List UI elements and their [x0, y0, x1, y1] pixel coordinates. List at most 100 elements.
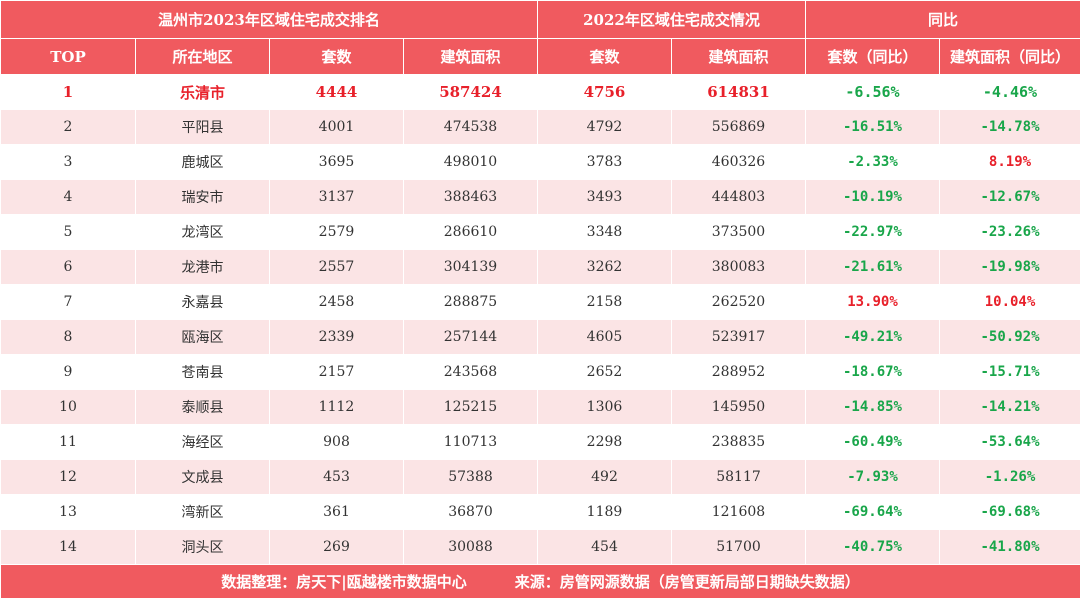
area-yoy-cell: -15.71%: [938, 354, 1080, 390]
units-2022-cell: 492: [537, 459, 672, 495]
area-2022-cell: 460326: [671, 144, 806, 180]
units-yoy-cell: -69.64%: [805, 494, 940, 530]
area-2022-cell: 238835: [671, 424, 806, 460]
units-2022-cell: 3783: [537, 144, 672, 180]
area-2022-cell: 262520: [671, 284, 806, 320]
table-row: 8 瓯海区 2339 257144 4605 523917 -49.21% -50.92%: [0, 319, 1080, 355]
units-2023-cell: 2339: [269, 319, 404, 355]
region-cell: 鹿城区: [135, 144, 270, 180]
area-2022-cell: 51700: [671, 529, 806, 565]
area-yoy-cell: -4.46%: [938, 74, 1080, 110]
region-cell: 湾新区: [135, 494, 270, 530]
units-2023-cell: 453: [269, 459, 404, 495]
units-2022-cell: 4605: [537, 319, 672, 355]
area-yoy-cell: -14.78%: [938, 109, 1080, 145]
area-2023-cell: 30088: [403, 529, 538, 565]
rank-cell: 7: [0, 284, 136, 320]
col-header-units-2022: 套数: [537, 38, 672, 75]
rank-cell: 6: [0, 249, 136, 285]
rank-cell: 11: [0, 424, 136, 460]
group-header-row: 温州市2023年区域住宅成交排名 2022年区域住宅成交情况 同比: [0, 0, 1080, 39]
units-yoy-cell: -7.93%: [805, 459, 940, 495]
area-yoy-cell: -12.67%: [938, 179, 1080, 215]
table-title: 温州市2023年区域住宅成交排名: [0, 0, 538, 39]
table-row: 12 文成县 453 57388 492 58117 -7.93% -1.26%: [0, 459, 1080, 495]
area-2023-cell: 257144: [403, 319, 538, 355]
table-row: 14 洞头区 269 30088 454 51700 -40.75% -41.80%: [0, 529, 1080, 565]
units-2023-cell: 269: [269, 529, 404, 565]
rank-cell: 3: [0, 144, 136, 180]
region-cell: 瓯海区: [135, 319, 270, 355]
units-2022-cell: 1189: [537, 494, 672, 530]
area-2022-cell: 121608: [671, 494, 806, 530]
units-2023-cell: 1112: [269, 389, 404, 425]
units-2023-cell: 2458: [269, 284, 404, 320]
rank-cell: 2: [0, 109, 136, 145]
col-header-rank: TOP: [0, 38, 136, 75]
group-header-2022: 2022年区域住宅成交情况: [537, 0, 806, 39]
units-2023-cell: 908: [269, 424, 404, 460]
region-cell: 瑞安市: [135, 179, 270, 215]
units-2023-cell: 2157: [269, 354, 404, 390]
units-2022-cell: 3493: [537, 179, 672, 215]
area-yoy-cell: -69.68%: [938, 494, 1080, 530]
area-yoy-cell: 8.19%: [938, 144, 1080, 180]
table-row: 4 瑞安市 3137 388463 3493 444803 -10.19% -12.67%: [0, 179, 1080, 215]
footer-cell: 数据整理：房天下|瓯越楼市数据中心 来源：房管网源数据（房管更新局部日期缺失数据）: [0, 564, 1080, 599]
table-row: 11 海经区 908 110713 2298 238835 -60.49% -53.64%: [0, 424, 1080, 460]
footer-row: 数据整理：房天下|瓯越楼市数据中心 来源：房管网源数据（房管更新局部日期缺失数据）: [0, 564, 1080, 599]
rank-cell: 8: [0, 319, 136, 355]
rank-cell: 10: [0, 389, 136, 425]
group-header-yoy: 同比: [804, 0, 1080, 39]
area-yoy-cell: -19.98%: [938, 249, 1080, 285]
units-yoy-cell: -49.21%: [805, 319, 940, 355]
region-cell: 洞头区: [135, 529, 270, 565]
table-row: 1 乐清市 4444 587424 4756 614831 -6.56% -4.46%: [0, 74, 1080, 110]
area-2023-cell: 474538: [403, 109, 538, 145]
table-row: 13 湾新区 361 36870 1189 121608 -69.64% -69.68%: [0, 494, 1080, 530]
col-header-units-yoy: 套数（同比）: [805, 38, 940, 75]
units-2022-cell: 3348: [537, 214, 672, 250]
rank-cell: 1: [0, 74, 136, 110]
rank-cell: 4: [0, 179, 136, 215]
rank-cell: 9: [0, 354, 136, 390]
area-yoy-cell: -23.26%: [938, 214, 1080, 250]
region-cell: 苍南县: [135, 354, 270, 390]
area-2023-cell: 36870: [403, 494, 538, 530]
region-cell: 泰顺县: [135, 389, 270, 425]
area-yoy-cell: 10.04%: [938, 284, 1080, 320]
units-2022-cell: 454: [537, 529, 672, 565]
units-2023-cell: 3695: [269, 144, 404, 180]
units-yoy-cell: -2.33%: [805, 144, 940, 180]
region-cell: 文成县: [135, 459, 270, 495]
area-2022-cell: 523917: [671, 319, 806, 355]
col-header-units-2023: 套数: [269, 38, 404, 75]
units-yoy-cell: -21.61%: [805, 249, 940, 285]
area-2022-cell: 380083: [671, 249, 806, 285]
units-2022-cell: 2158: [537, 284, 672, 320]
table-row: 2 平阳县 4001 474538 4792 556869 -16.51% -14.78%: [0, 109, 1080, 145]
units-2023-cell: 3137: [269, 179, 404, 215]
region-cell: 海经区: [135, 424, 270, 460]
col-header-area-2023: 建筑面积: [403, 38, 538, 75]
column-header-row: TOP 所在地区 套数 建筑面积 套数 建筑面积 套数（同比） 建筑面积（同比）: [0, 38, 1080, 75]
area-2022-cell: 444803: [671, 179, 806, 215]
area-2023-cell: 243568: [403, 354, 538, 390]
table-row: 9 苍南县 2157 243568 2652 288952 -18.67% -15.71%: [0, 354, 1080, 390]
units-2023-cell: 2579: [269, 214, 404, 250]
col-header-region: 所在地区: [135, 38, 270, 75]
rank-cell: 12: [0, 459, 136, 495]
table-row: 6 龙港市 2557 304139 3262 380083 -21.61% -19.98%: [0, 249, 1080, 285]
footer-source: 来源：房管网源数据（房管更新局部日期缺失数据）: [514, 573, 860, 591]
units-yoy-cell: -16.51%: [805, 109, 940, 145]
region-cell: 永嘉县: [135, 284, 270, 320]
area-2022-cell: 556869: [671, 109, 806, 145]
units-yoy-cell: -60.49%: [805, 424, 940, 460]
region-cell: 龙湾区: [135, 214, 270, 250]
units-yoy-cell: -40.75%: [805, 529, 940, 565]
area-2023-cell: 587424: [403, 74, 538, 110]
table-body: 1 乐清市 4444 587424 4756 614831 -6.56% -4.46% 2 平阳县…: [0, 74, 1080, 565]
units-2023-cell: 2557: [269, 249, 404, 285]
table-row: 5 龙湾区 2579 286610 3348 373500 -22.97% -23.26%: [0, 214, 1080, 250]
units-yoy-cell: -14.85%: [805, 389, 940, 425]
